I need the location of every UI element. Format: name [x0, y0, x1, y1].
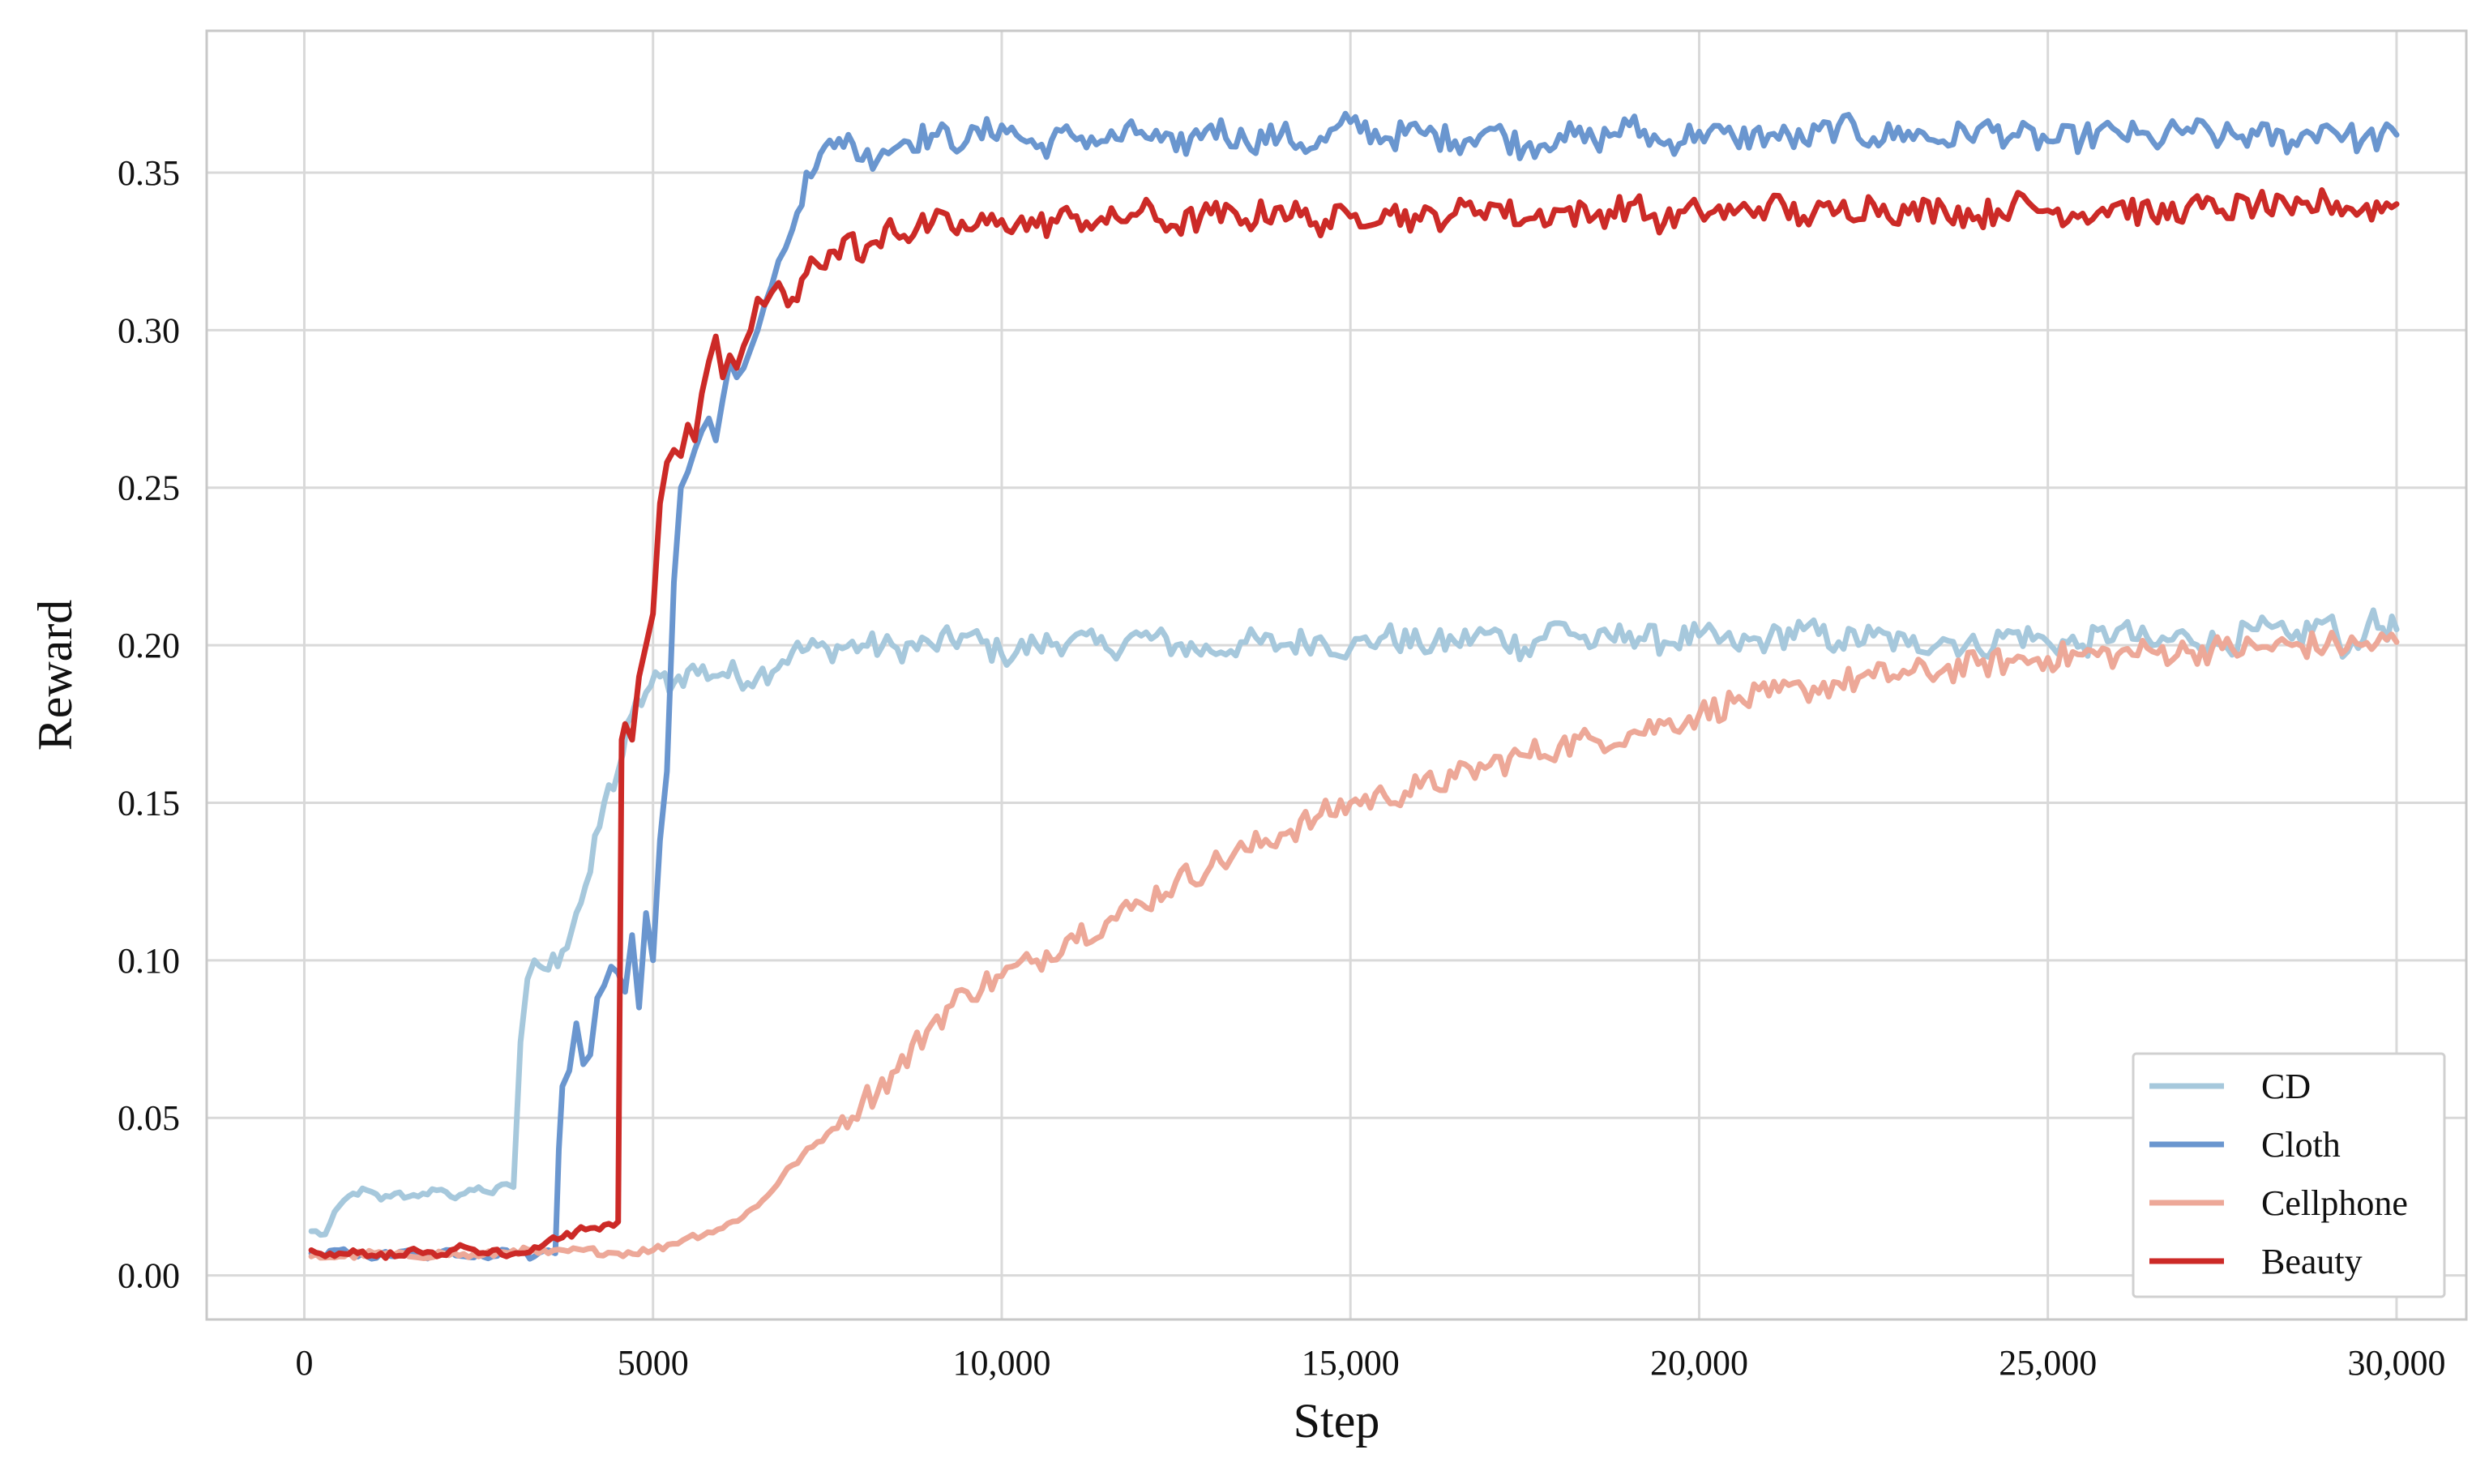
legend-label-cellphone: Cellphone — [2261, 1183, 2408, 1223]
y-tick-label: 0.15 — [118, 783, 180, 823]
legend: CD Cloth Cellphone Beauty — [2132, 1052, 2446, 1298]
x-tick-label: 30,000 — [2347, 1343, 2445, 1383]
legend-label-cd: CD — [2261, 1067, 2311, 1106]
y-axis-title: Reward — [28, 600, 82, 751]
y-axis-ticks: 0.00 0.05 0.10 0.15 0.20 0.25 0.30 0.35 — [118, 153, 180, 1296]
y-tick-label: 0.20 — [118, 626, 180, 665]
x-tick-label: 15,000 — [1302, 1343, 1400, 1383]
series-lines — [308, 110, 2400, 1262]
y-tick-label: 0.35 — [118, 153, 180, 193]
legend-label-cloth: Cloth — [2261, 1125, 2341, 1165]
series-line-beauty — [308, 187, 2400, 1261]
x-tick-label: 10,000 — [952, 1343, 1050, 1383]
series-line-cd — [308, 607, 2400, 1238]
x-axis-ticks: 0 5000 10,000 15,000 20,000 25,000 30,000 — [295, 1343, 2445, 1383]
plot-frame — [205, 29, 2468, 1321]
series-line-cloth — [308, 110, 2400, 1262]
series-line-cellphone — [308, 630, 2400, 1261]
y-tick-label: 0.30 — [118, 310, 180, 350]
legend-box — [2132, 1052, 2446, 1298]
grid-lines — [207, 31, 2466, 1319]
y-tick-label: 0.10 — [118, 941, 180, 981]
y-tick-label: 0.05 — [118, 1098, 180, 1138]
y-tick-label: 0.00 — [118, 1256, 180, 1296]
y-tick-label: 0.25 — [118, 468, 180, 508]
x-tick-label: 0 — [295, 1343, 313, 1383]
legend-label-beauty: Beauty — [2261, 1242, 2363, 1281]
x-tick-label: 20,000 — [1650, 1343, 1748, 1383]
x-tick-label: 5000 — [618, 1343, 689, 1383]
x-tick-label: 25,000 — [1999, 1343, 2097, 1383]
x-axis-title: Step — [1294, 1394, 1380, 1448]
